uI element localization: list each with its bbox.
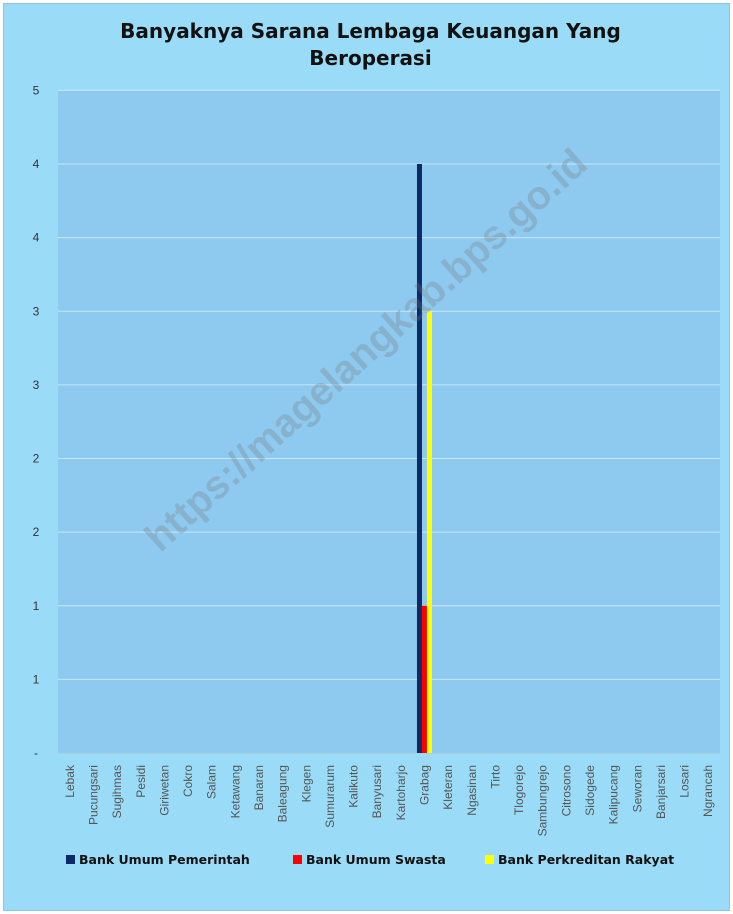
plot-area bbox=[58, 90, 720, 753]
x-tick-label: Kalikuto bbox=[347, 765, 361, 808]
x-tick-label: Kartoharjo bbox=[394, 765, 408, 821]
x-tick-label: Kalipucang bbox=[607, 765, 621, 824]
x-tick-label: Tlogorejo bbox=[512, 765, 526, 815]
x-tick-label: Pucungsari bbox=[86, 765, 100, 825]
bar-bank-umum-swasta bbox=[421, 605, 427, 753]
bar-bank-umum-pemerintah bbox=[416, 164, 422, 753]
y-tick-label: 5 bbox=[33, 83, 40, 97]
legend-item: Bank Umum Pemerintah bbox=[66, 852, 250, 867]
y-tick-label: 3 bbox=[33, 304, 40, 318]
x-tick-label: Lebak bbox=[63, 764, 77, 798]
x-tick-label: Ketawang bbox=[228, 765, 242, 818]
y-tick-label: - bbox=[34, 746, 38, 760]
x-tick-label: Ngrancah bbox=[701, 765, 715, 817]
x-tick-label: Sugihmas bbox=[110, 765, 124, 818]
legend-label: Bank Umum Pemerintah bbox=[79, 852, 250, 867]
y-tick-label: 4 bbox=[33, 157, 40, 171]
x-tick-label: Salam bbox=[205, 765, 219, 799]
x-tick-label: Klegen bbox=[299, 765, 313, 802]
x-tick-label: Sidogede bbox=[583, 765, 597, 816]
x-tick-label: Ngasinan bbox=[465, 765, 479, 816]
x-tick-label: Baleagung bbox=[276, 765, 290, 822]
x-tick-label: Banaran bbox=[252, 765, 266, 810]
x-tick-label: Losari bbox=[678, 765, 692, 798]
x-tick-label: Grabag bbox=[417, 765, 431, 805]
chart-legend: Bank Umum Pemerintah Bank Umum Swasta Bank… bbox=[0, 852, 733, 874]
x-tick-label: Kleteran bbox=[441, 765, 455, 810]
legend-label: Bank Umum Swasta bbox=[306, 852, 446, 867]
legend-item: Bank Perkreditan Rakyat bbox=[485, 852, 674, 867]
y-tick-label: 2 bbox=[33, 525, 40, 539]
x-tick-label: Giriwetan bbox=[157, 765, 171, 816]
x-tick-label: Citrosono bbox=[559, 765, 573, 817]
y-tick-label: 3 bbox=[33, 378, 40, 392]
legend-label: Bank Perkreditan Rakyat bbox=[498, 852, 675, 867]
x-tick-label: Sambungrejo bbox=[536, 765, 550, 837]
chart-title: Banyaknya Sarana Lembaga Keuangan Yang B… bbox=[120, 19, 621, 70]
x-tick-label: Banjarsari bbox=[654, 765, 668, 819]
x-tick-label: Seworan bbox=[630, 765, 644, 812]
x-tick-label: Banyusari bbox=[370, 765, 384, 818]
legend-swatch bbox=[293, 855, 302, 864]
y-tick-label: 1 bbox=[33, 599, 40, 613]
bar-bank-perkreditan-rakyat bbox=[426, 311, 432, 753]
y-tick-label: 1 bbox=[33, 672, 40, 686]
x-tick-label: Sumurarum bbox=[323, 765, 337, 828]
legend-swatch bbox=[485, 855, 494, 864]
y-tick-label: 2 bbox=[33, 452, 40, 466]
x-tick-label: Pesidi bbox=[134, 765, 148, 798]
legend-swatch bbox=[66, 855, 75, 864]
legend-item: Bank Umum Swasta bbox=[293, 852, 446, 867]
x-tick-label: Cokro bbox=[181, 765, 195, 797]
y-tick-label: 4 bbox=[33, 231, 40, 245]
x-tick-label: Tirto bbox=[488, 765, 502, 789]
